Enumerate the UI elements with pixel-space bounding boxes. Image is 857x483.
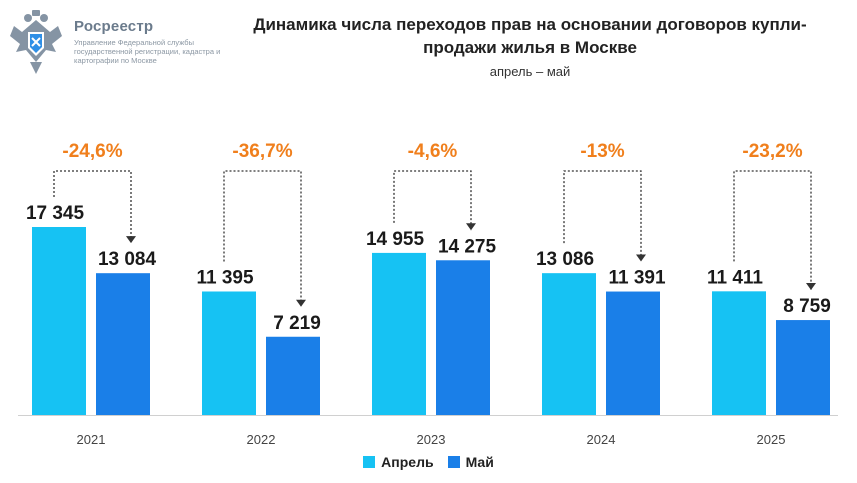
x-tick-2024: 2024 <box>587 432 616 447</box>
x-tick-2025: 2025 <box>757 432 786 447</box>
data-label-april-2022: 11 395 <box>196 267 253 288</box>
data-label-may-2025: 8 759 <box>783 296 831 317</box>
eagle-emblem-icon <box>10 10 62 74</box>
legend-label-april: Апрель <box>381 454 434 470</box>
x-tick-2022: 2022 <box>247 432 276 447</box>
data-label-may-2024: 11 391 <box>608 268 665 289</box>
data-label-april-2023: 14 955 <box>366 229 425 250</box>
change-arrowhead-2022 <box>296 299 306 307</box>
change-label-2021: -24,6% <box>62 141 122 162</box>
change-arrowhead-2024 <box>636 254 646 262</box>
legend-swatch-may <box>447 456 460 468</box>
bar-april-2023 <box>372 252 426 415</box>
data-label-april-2021: 17 345 <box>26 203 85 224</box>
change-arrowhead-2023 <box>466 223 476 231</box>
data-label-may-2021: 13 084 <box>98 249 157 270</box>
logo-name: Росреестр <box>74 18 154 35</box>
legend-item-may: Май <box>447 454 494 470</box>
bar-may-2021 <box>96 273 150 415</box>
change-connector-2022 <box>223 170 302 307</box>
chart-title: Динамика числа переходов прав на основан… <box>253 15 807 57</box>
change-arrowhead-2025 <box>806 283 816 291</box>
rosreestr-logo: Росреестр Управление Федеральной службы … <box>6 4 236 84</box>
change-connector-2023 <box>393 170 472 231</box>
chart-subtitle: апрель – май <box>489 64 571 79</box>
change-label-2024: -13% <box>580 141 624 162</box>
bar-may-2024 <box>606 291 660 415</box>
bar-april-2022 <box>202 291 256 415</box>
change-arrowhead-2021 <box>126 236 136 244</box>
x-tick-2021: 2021 <box>77 432 106 447</box>
data-label-may-2022: 7 219 <box>273 313 321 334</box>
change-connector-2021 <box>53 170 132 244</box>
change-label-2022: -36,7% <box>232 141 292 162</box>
bar-may-2022 <box>266 336 320 415</box>
data-label-may-2023: 14 275 <box>438 236 497 257</box>
change-connector-2025 <box>733 170 812 291</box>
bar-may-2023 <box>436 260 490 415</box>
legend-item-april: Апрель <box>363 454 434 470</box>
legend-swatch-april <box>363 456 376 468</box>
change-label-2025: -23,2% <box>742 141 802 162</box>
change-label-2023: -4,6% <box>408 141 458 162</box>
bar-may-2025 <box>776 320 830 415</box>
data-label-april-2025: 11 411 <box>707 267 763 288</box>
logo-subtitle: Управление Федеральной службы государств… <box>74 38 221 65</box>
bar-april-2021 <box>32 227 86 415</box>
legend-label-may: Май <box>465 454 494 470</box>
data-label-april-2024: 13 086 <box>536 249 594 270</box>
legend: Апрель Май <box>0 454 857 470</box>
change-connector-2024 <box>563 170 642 262</box>
x-tick-2023: 2023 <box>417 432 446 447</box>
bar-april-2025 <box>712 291 766 415</box>
bar-april-2024 <box>542 273 596 415</box>
